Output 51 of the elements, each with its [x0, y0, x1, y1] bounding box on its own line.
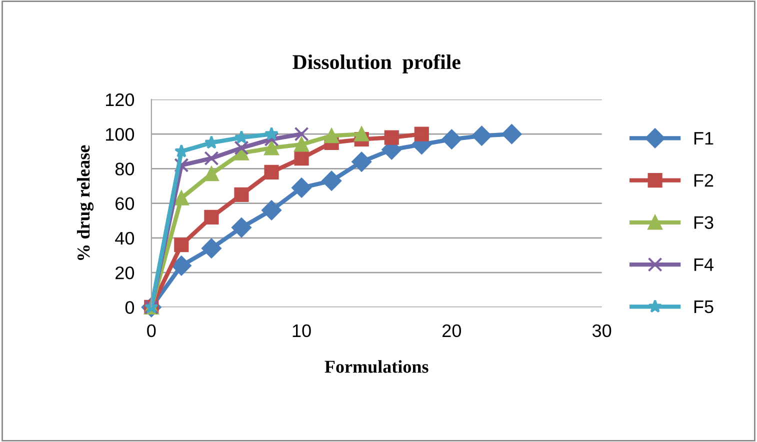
- y-tick-label: 100: [106, 128, 134, 141]
- point: [352, 152, 372, 172]
- point: [264, 132, 279, 147]
- y-tick-label: 40: [115, 232, 134, 245]
- y-tick-label: 0: [125, 301, 134, 314]
- point: [204, 210, 219, 224]
- point: [324, 128, 339, 144]
- point: [204, 135, 218, 149]
- point: [294, 126, 309, 142]
- x-tick-label: 30: [592, 324, 612, 338]
- x-tick-label: 10: [292, 324, 311, 338]
- point: [204, 166, 219, 182]
- legend-label: F3: [694, 216, 714, 229]
- point: [202, 238, 222, 258]
- y-tick-label: 80: [115, 162, 134, 176]
- y-tick-label: 60: [116, 197, 134, 210]
- x-axis-title: Formulations: [324, 360, 428, 373]
- x-tick-label: 20: [442, 324, 462, 338]
- point: [174, 144, 188, 158]
- point: [234, 130, 248, 144]
- point: [414, 126, 429, 142]
- point: [354, 126, 369, 142]
- legend-label: F4: [694, 258, 714, 271]
- point: [264, 164, 279, 180]
- point: [294, 137, 309, 152]
- point: [234, 140, 249, 156]
- legend-label: F5: [694, 300, 714, 314]
- point: [204, 151, 219, 166]
- point: [174, 190, 189, 206]
- point: [442, 129, 462, 150]
- point: [292, 178, 312, 198]
- y-axis-title: % drug release: [76, 145, 94, 260]
- point: [172, 256, 192, 276]
- chart-title: Dissolution profile: [292, 54, 460, 74]
- y-tick-label: 120: [106, 93, 134, 106]
- point: [174, 158, 189, 173]
- point: [262, 200, 282, 220]
- x-tick-label: 0: [147, 324, 156, 338]
- point: [294, 151, 309, 166]
- point: [322, 170, 342, 191]
- point: [232, 218, 252, 238]
- point: [384, 130, 399, 145]
- point: [472, 126, 492, 146]
- legend-label: F1: [694, 132, 714, 145]
- point: [234, 187, 249, 202]
- point: [174, 238, 189, 252]
- y-tick-label: 20: [116, 266, 134, 280]
- point: [264, 126, 278, 140]
- point: [502, 124, 522, 144]
- point: [264, 140, 279, 156]
- legend-label: F2: [694, 174, 714, 187]
